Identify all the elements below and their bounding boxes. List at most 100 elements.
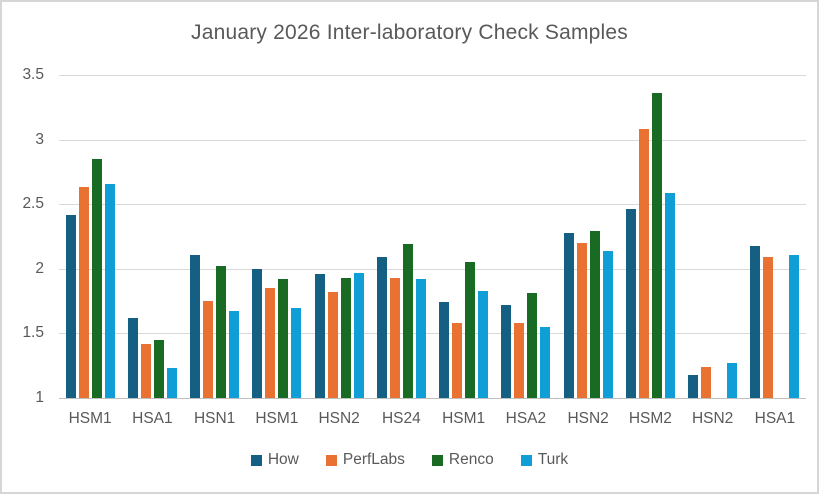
bar-group-hsm1-3	[246, 75, 308, 398]
x-axis-category-label: HSN2	[318, 410, 360, 427]
gridline	[59, 333, 806, 334]
bar-perflabs	[638, 129, 649, 398]
legend-label: Renco	[448, 451, 494, 468]
legend-label: PerfLabs	[342, 451, 405, 468]
bar-group-hsa1-11	[744, 75, 806, 398]
bar-how	[127, 318, 138, 398]
x-axis-line	[59, 398, 806, 399]
bar-perflabs	[452, 323, 463, 398]
bar-perflabs	[327, 292, 338, 398]
bar-turk	[602, 251, 613, 398]
bar-renco	[216, 266, 227, 398]
y-axis-tick-label: 3.5	[22, 66, 44, 83]
plot-area	[59, 75, 806, 399]
bar-turk	[478, 291, 489, 398]
bar-how	[190, 255, 201, 398]
legend: How PerfLabs Renco Turk	[2, 451, 817, 469]
bar-group-hsn1-2	[184, 75, 246, 398]
bar-how	[65, 215, 76, 398]
y-axis-tick-label: 1	[35, 389, 44, 406]
bar-how	[750, 246, 761, 398]
y-axis-tick-label: 2.5	[22, 195, 44, 212]
legend-item-perflabs: PerfLabs	[325, 451, 405, 469]
y-axis-tick-label: 3	[35, 131, 44, 148]
bar-perflabs	[514, 323, 525, 398]
bar-perflabs	[203, 301, 214, 398]
bar-group-hsm1-0	[59, 75, 121, 398]
y-axis: 3.5 3 2.5 2 1.5 1	[2, 66, 46, 406]
x-axis-category-label: HSA1	[754, 410, 796, 427]
gridline	[59, 140, 806, 141]
legend-swatch-icon	[325, 454, 337, 466]
bar-how	[625, 209, 636, 398]
legend-swatch-icon	[250, 454, 262, 466]
bar-perflabs	[78, 187, 89, 398]
x-axis: HSM1 HSA1 HSN1 HSM1 HSN2 HS24 HSM1 HSA2 HSN2 HSM2…	[59, 410, 806, 428]
y-axis-tick-label: 2	[35, 260, 44, 277]
x-axis-category-label: HSA2	[505, 410, 547, 427]
bar-how	[376, 257, 387, 398]
x-axis-category-label: HS24	[381, 410, 421, 427]
bar-how	[501, 305, 512, 398]
legend-label: Turk	[537, 451, 569, 468]
bar-turk	[229, 311, 240, 398]
x-axis-category-label: HSM1	[68, 410, 112, 427]
legend-item-renco: Renco	[431, 451, 494, 469]
bar-renco	[651, 93, 662, 398]
bar-renco	[527, 293, 538, 398]
bar-turk	[415, 279, 426, 398]
bar-turk	[353, 273, 364, 398]
x-axis-category-label: HSN2	[691, 410, 734, 427]
x-axis-category-label: HSM1	[255, 410, 299, 427]
x-axis-category-label: HSM1	[442, 410, 486, 427]
bar-perflabs	[389, 278, 400, 398]
bar-how	[688, 375, 699, 398]
bar-group-hsn2-8	[557, 75, 619, 398]
gridline	[59, 204, 806, 205]
x-axis-category-label: HSA1	[132, 410, 173, 427]
legend-label: How	[267, 451, 299, 468]
bar-renco	[91, 159, 102, 398]
bar-renco	[402, 244, 413, 398]
bar-turk	[789, 255, 800, 398]
legend-swatch-icon	[520, 454, 532, 466]
bar-perflabs	[763, 257, 774, 398]
bar-how	[314, 274, 325, 398]
bar-group-hsa1-1	[121, 75, 183, 398]
gridline	[59, 75, 806, 76]
bar-turk	[540, 327, 551, 398]
bar-renco	[153, 340, 164, 398]
x-axis-category-label: HSM2	[628, 410, 672, 427]
bar-turk	[727, 363, 738, 398]
y-axis-tick-label: 1.5	[22, 324, 44, 341]
legend-item-turk: Turk	[520, 451, 569, 469]
bar-groups	[59, 75, 806, 398]
bar-perflabs	[265, 288, 276, 398]
bar-perflabs	[140, 344, 151, 398]
bar-how	[252, 269, 263, 398]
bar-how	[563, 233, 574, 398]
legend-item-how: How	[250, 451, 299, 469]
bar-perflabs	[576, 243, 587, 398]
x-axis-category-label: HSN1	[193, 410, 236, 427]
x-axis-category-label: HSN2	[567, 410, 609, 427]
bar-how	[439, 302, 450, 398]
bar-turk	[104, 184, 115, 398]
bar-renco	[589, 231, 600, 398]
bar-perflabs	[701, 367, 712, 398]
legend-swatch-icon	[431, 454, 443, 466]
bar-turk	[291, 308, 302, 398]
bar-renco	[278, 279, 289, 398]
bar-turk	[166, 368, 177, 398]
bar-group-hsm1-6	[433, 75, 495, 398]
bar-group-hsm2-9	[619, 75, 681, 398]
bar-group-hsa2-7	[495, 75, 557, 398]
gridline	[59, 269, 806, 270]
chart-title: January 2026 Inter-laboratory Check Samp…	[191, 21, 628, 44]
bar-group-hs24-5	[370, 75, 432, 398]
bar-group-hsn2-10	[682, 75, 744, 398]
bar-renco	[465, 262, 476, 398]
bar-renco	[340, 278, 351, 398]
bar-turk	[664, 193, 675, 398]
